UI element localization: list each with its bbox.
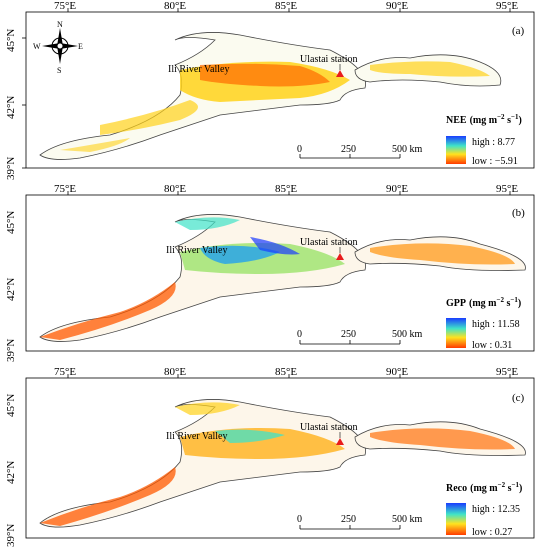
legend-title: Reco (mg m−2 s−1) bbox=[446, 481, 522, 494]
map-reco: 75°E 80°E 85°E 90°E 95°E 45°N 42°N 39°N … bbox=[5, 366, 535, 547]
map-text: N bbox=[57, 20, 63, 29]
legend-ramp bbox=[446, 318, 466, 348]
station-label: Ulastai station bbox=[300, 237, 358, 248]
map-text: ) bbox=[519, 483, 522, 494]
valley-label: Ili River Valley bbox=[168, 64, 229, 75]
map-text: 500 km bbox=[392, 329, 423, 340]
region-nee bbox=[39, 32, 502, 160]
map-text: NEE bbox=[446, 115, 467, 126]
station-label: Ulastai station bbox=[300, 422, 358, 433]
lon-tick: 90°E bbox=[386, 366, 408, 378]
lon-tick: 90°E bbox=[386, 0, 408, 12]
region-gpp bbox=[39, 214, 526, 342]
legend-high: high : 8.77 bbox=[472, 137, 515, 148]
map-text: −2 bbox=[498, 481, 506, 489]
longitude-labels: 75°E 80°E 85°E 90°E 95°E bbox=[54, 0, 518, 12]
map-text: 0 bbox=[297, 514, 302, 525]
lat-tick: 39°N bbox=[5, 524, 17, 547]
panel-label: (b) bbox=[512, 207, 525, 219]
legend-high: high : 12.35 bbox=[472, 504, 520, 515]
lon-tick: 85°E bbox=[275, 183, 297, 195]
map-text: −2 bbox=[497, 296, 505, 304]
map-text: E bbox=[78, 42, 83, 51]
map-text: S bbox=[57, 66, 61, 75]
valley-label: Ili River Valley bbox=[166, 245, 227, 256]
map-text: −1 bbox=[511, 113, 519, 121]
panel-gpp: 75°E 80°E 85°E 90°E 95°E 45°N 42°N 39°N … bbox=[0, 182, 543, 364]
lon-tick: 95°E bbox=[496, 183, 518, 195]
lon-tick: 75°E bbox=[54, 366, 76, 378]
legend-low: low : 0.31 bbox=[472, 340, 512, 351]
lat-tick: 45°N bbox=[5, 211, 17, 234]
panel-label: (a) bbox=[512, 25, 525, 37]
lat-tick: 39°N bbox=[5, 339, 17, 362]
map-text: 0 bbox=[297, 144, 302, 155]
legend-ramp bbox=[446, 136, 466, 164]
map-gpp: 75°E 80°E 85°E 90°E 95°E 45°N 42°N 39°N … bbox=[5, 183, 535, 362]
legend-low: low : −5.91 bbox=[472, 156, 518, 167]
panel-label: (c) bbox=[512, 392, 525, 404]
lat-tick: 42°N bbox=[5, 461, 17, 484]
station-marker bbox=[336, 70, 344, 77]
lon-tick: 80°E bbox=[164, 366, 186, 378]
lat-tick: 39°N bbox=[5, 157, 17, 180]
station-marker bbox=[336, 438, 344, 445]
lon-tick: 80°E bbox=[164, 183, 186, 195]
lat-tick: 42°N bbox=[5, 96, 17, 119]
legend-low: low : 0.27 bbox=[472, 527, 512, 538]
map-nee: 75°E 80°E 85°E 90°E 95°E 45°N 42°N 39°N … bbox=[5, 0, 535, 180]
map-text: (mg m bbox=[470, 483, 498, 494]
station-label: Ulastai station bbox=[300, 54, 358, 65]
map-text: 250 bbox=[341, 329, 356, 340]
legend-high: high : 11.58 bbox=[472, 319, 520, 330]
map-text: s bbox=[505, 483, 512, 494]
region-reco bbox=[39, 399, 526, 528]
legend-title: NEE (mg m−2 s−1) bbox=[446, 113, 522, 126]
map-text: s bbox=[504, 298, 511, 309]
map-text: GPP bbox=[446, 298, 466, 309]
lon-tick: 75°E bbox=[54, 183, 76, 195]
latitude-labels: 45°N 42°N 39°N bbox=[5, 29, 17, 180]
frame-ticks bbox=[22, 8, 511, 169]
map-text: W bbox=[33, 42, 41, 51]
station-marker bbox=[336, 253, 344, 260]
lon-tick: 95°E bbox=[496, 0, 518, 12]
north-arrow: N S E W bbox=[33, 20, 83, 75]
map-text: −1 bbox=[512, 481, 520, 489]
map-text: ) bbox=[518, 115, 521, 126]
map-text: 0 bbox=[297, 329, 302, 340]
lon-tick: 90°E bbox=[386, 183, 408, 195]
map-text: ) bbox=[518, 298, 521, 309]
lat-tick: 45°N bbox=[5, 29, 17, 52]
lon-tick: 80°E bbox=[164, 0, 186, 12]
map-text: s bbox=[505, 115, 512, 126]
map-text: 250 bbox=[341, 514, 356, 525]
lat-tick: 42°N bbox=[5, 278, 17, 301]
map-text: Reco bbox=[446, 483, 467, 494]
valley-label: Ili River Valley bbox=[166, 431, 227, 442]
legend-title: GPP (mg m−2 s−1) bbox=[446, 296, 521, 309]
map-text: (mg m bbox=[469, 298, 497, 309]
legend-ramp bbox=[446, 503, 466, 535]
lon-tick: 85°E bbox=[275, 366, 297, 378]
map-text: (mg m bbox=[470, 115, 498, 126]
lon-tick: 95°E bbox=[496, 366, 518, 378]
map-text: −1 bbox=[510, 296, 518, 304]
map-text: −2 bbox=[497, 113, 505, 121]
scale-bar bbox=[299, 154, 401, 159]
lat-tick: 45°N bbox=[5, 394, 17, 417]
map-text: 500 km bbox=[392, 144, 423, 155]
map-text: 250 bbox=[341, 144, 356, 155]
lon-tick: 85°E bbox=[275, 0, 297, 12]
map-text: 500 km bbox=[392, 514, 423, 525]
lon-tick: 75°E bbox=[54, 0, 76, 12]
panel-nee: 75°E 80°E 85°E 90°E 95°E 45°N 42°N 39°N … bbox=[0, 0, 543, 181]
panel-reco: 75°E 80°E 85°E 90°E 95°E 45°N 42°N 39°N … bbox=[0, 365, 543, 550]
